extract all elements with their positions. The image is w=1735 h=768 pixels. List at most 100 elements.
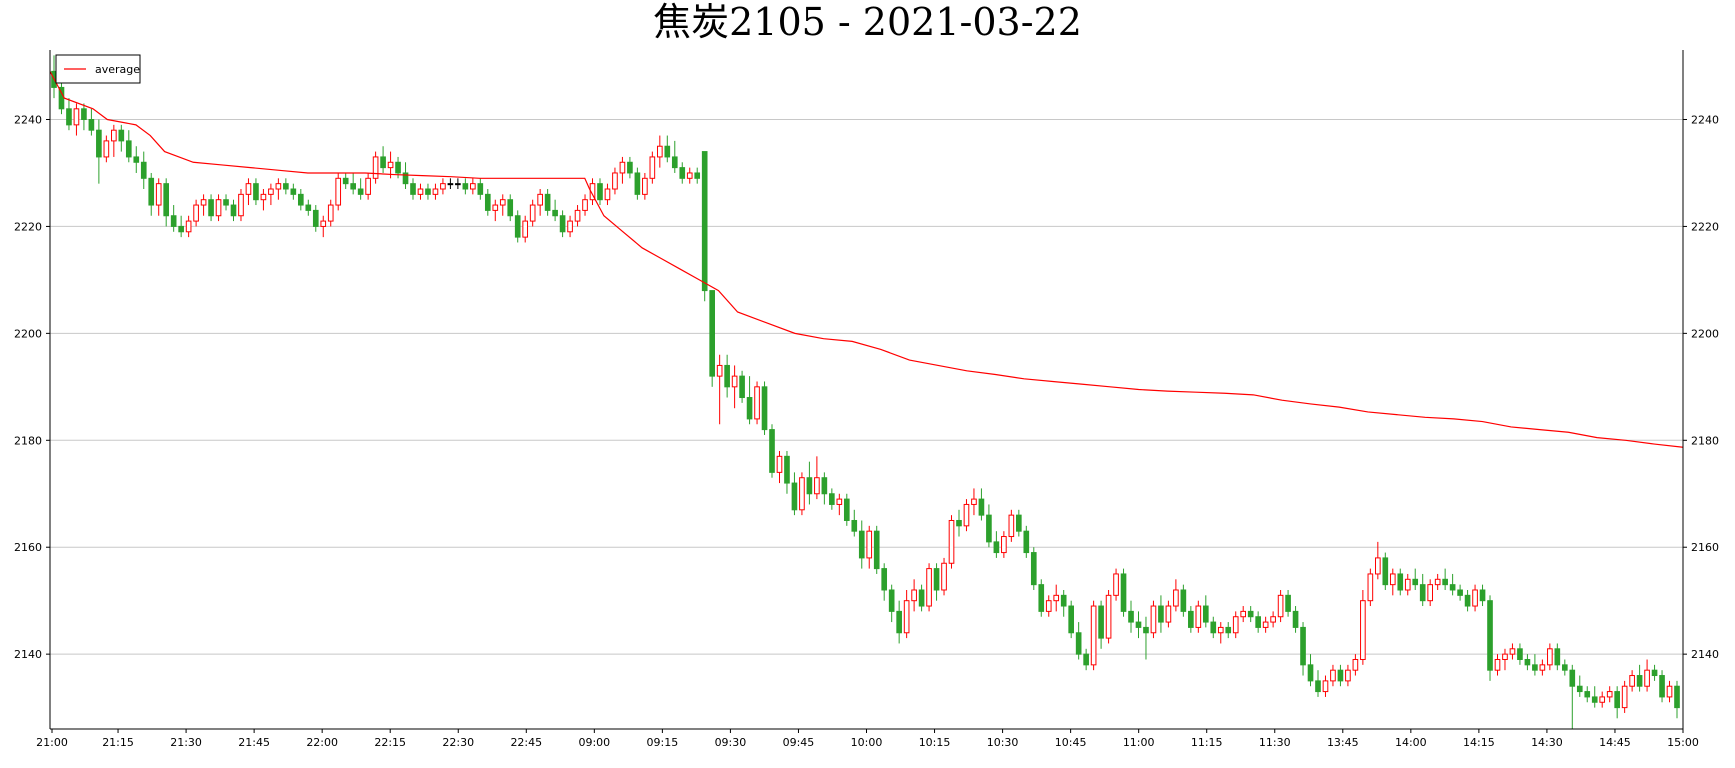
- x-tick-label: 09:15: [647, 736, 679, 749]
- candle-body: [903, 600, 910, 634]
- candle-body: [1217, 626, 1224, 634]
- candle-body: [499, 199, 506, 206]
- candle-body: [1158, 605, 1164, 623]
- candle-body: [589, 183, 596, 201]
- x-tick-label: 21:00: [36, 736, 68, 749]
- y-tick-label-right: 2200: [1691, 327, 1719, 340]
- x-tick-label: 22:30: [442, 736, 474, 749]
- candle-body: [1195, 605, 1202, 628]
- candle-body: [1240, 610, 1247, 618]
- candle-body: [1113, 573, 1119, 596]
- candle-body: [1659, 675, 1665, 698]
- candle-body: [731, 375, 738, 388]
- candle-body: [769, 429, 775, 473]
- candle-body: [1016, 514, 1022, 532]
- candle-body: [140, 161, 147, 179]
- candle-body: [836, 498, 843, 505]
- candle-body: [148, 177, 155, 206]
- candle-body: [1651, 669, 1658, 677]
- candle-body: [1644, 669, 1650, 687]
- candle-body: [155, 183, 162, 206]
- candle-body: [649, 156, 656, 179]
- axis-layer: 2140 2140 2160 2160 2180 2180 2200 2200 2220 2220…: [14, 50, 1719, 749]
- candle-body: [1449, 584, 1456, 591]
- candle-body: [858, 530, 865, 559]
- candle-body: [1068, 605, 1075, 634]
- candle-body: [1300, 626, 1306, 666]
- candle-body: [118, 129, 125, 142]
- x-tick-label: 22:45: [510, 736, 542, 749]
- candle-body: [1135, 621, 1142, 628]
- candle-body: [754, 386, 760, 420]
- candle-body: [784, 455, 790, 484]
- candle-body: [1255, 616, 1261, 628]
- candle-body: [701, 151, 708, 292]
- candle-body: [1576, 685, 1583, 693]
- candle-body: [395, 161, 401, 174]
- y-tick-label-right: 2180: [1691, 434, 1719, 447]
- candle-body: [1509, 648, 1516, 655]
- candle-body: [223, 199, 229, 206]
- candle-body: [761, 386, 768, 431]
- candle-body: [432, 188, 439, 195]
- candle-body: [342, 177, 349, 185]
- candle-body: [1247, 610, 1254, 618]
- x-tick-label: 21:15: [102, 736, 134, 749]
- candle-body: [597, 183, 603, 201]
- candle-body: [1547, 648, 1553, 666]
- candle-body: [1262, 621, 1269, 628]
- candle-body: [1150, 605, 1157, 634]
- candle-body: [290, 188, 297, 195]
- candle-body: [1532, 664, 1538, 671]
- candle-body: [656, 145, 663, 158]
- legend: average: [55, 54, 141, 84]
- candle-body: [986, 514, 992, 543]
- candle-body: [260, 193, 267, 201]
- candle-body: [963, 503, 970, 527]
- candle-body: [911, 589, 917, 602]
- candle-body: [1517, 648, 1523, 660]
- candle-body: [664, 145, 671, 158]
- candle-body: [888, 589, 895, 612]
- y-tick-label-left: 2220: [14, 220, 42, 233]
- candle-body: [709, 290, 715, 377]
- x-tick-label: 09:45: [783, 736, 815, 749]
- candle-body: [163, 183, 170, 217]
- candle-body: [1614, 691, 1620, 709]
- candle-body: [1232, 616, 1239, 634]
- x-tick-label: 22:15: [374, 736, 406, 749]
- x-tick-label: 21:45: [238, 736, 270, 749]
- candle-body: [1674, 685, 1680, 709]
- candle-body: [1584, 691, 1591, 698]
- x-tick-label: 13:45: [1327, 736, 1359, 749]
- candle-body: [1629, 675, 1635, 687]
- candle-body: [1367, 573, 1374, 602]
- candle-body: [612, 172, 618, 190]
- candle-body: [1075, 632, 1082, 655]
- candle-body: [1210, 621, 1217, 634]
- candle-body: [791, 482, 798, 511]
- candle-body: [1404, 578, 1411, 591]
- candle-body: [335, 177, 342, 206]
- candle-body: [200, 199, 207, 206]
- candle-body: [1165, 605, 1172, 623]
- line-layer: [49, 71, 1684, 448]
- candle-body: [1083, 653, 1089, 666]
- candle-body: [1180, 589, 1187, 612]
- candle-body: [956, 519, 962, 527]
- candle-body: [1464, 594, 1471, 607]
- candle-body: [88, 119, 95, 131]
- x-tick-label: 15:00: [1667, 736, 1699, 749]
- candle-body: [1487, 600, 1493, 671]
- candle-body: [627, 161, 633, 174]
- candle-body: [679, 167, 686, 179]
- candle-body: [1382, 557, 1389, 586]
- y-tick-label-right: 2220: [1691, 220, 1719, 233]
- candle-body: [896, 610, 902, 634]
- candle-body: [1053, 594, 1060, 602]
- candle-body: [1621, 685, 1628, 709]
- candle-body: [1494, 658, 1501, 671]
- candle-body: [1427, 584, 1434, 602]
- candle-body: [776, 455, 783, 473]
